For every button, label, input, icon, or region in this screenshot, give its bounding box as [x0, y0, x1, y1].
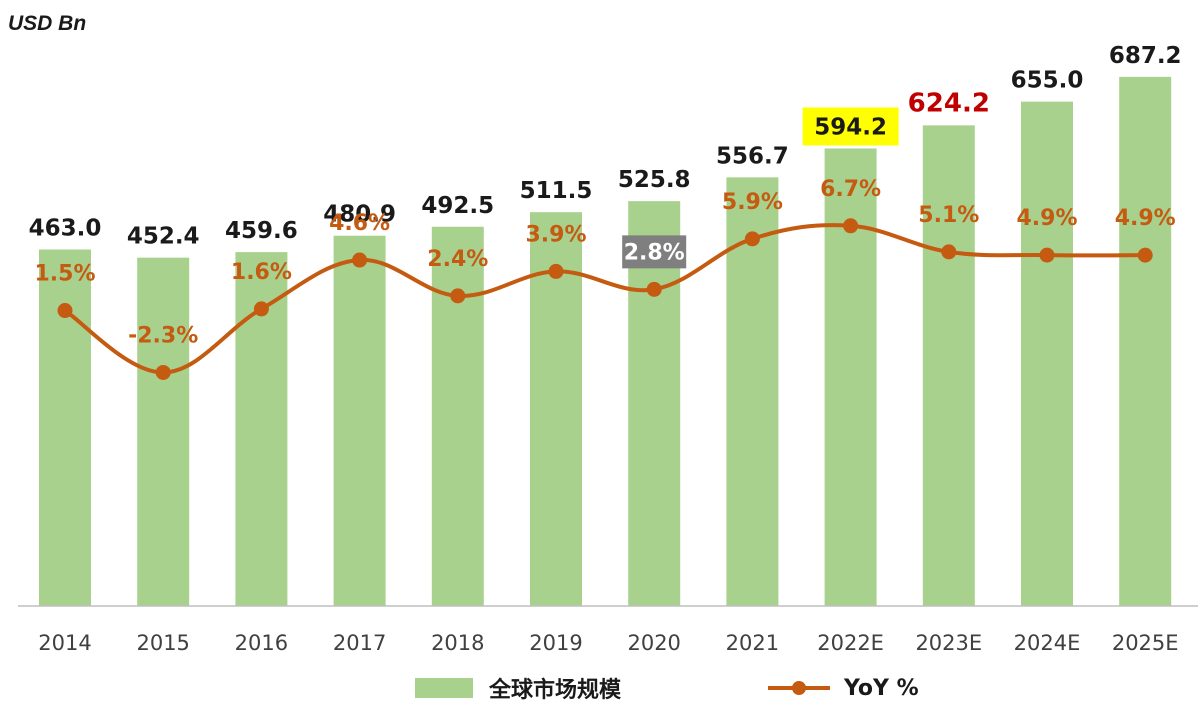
unit-label: USD Bn — [8, 12, 87, 35]
bar-value-label: 687.2 — [1109, 43, 1182, 69]
yoy-marker — [155, 364, 171, 380]
x-tick-label: 2022E — [817, 631, 884, 655]
yoy-label-highlight — [622, 235, 687, 269]
x-tick-label: 2015 — [136, 631, 189, 655]
bar — [824, 148, 877, 606]
yoy-value-label: 1.6% — [231, 260, 292, 285]
bar-label-highlight — [802, 107, 899, 146]
bar — [333, 235, 386, 606]
yoy-marker — [744, 231, 760, 247]
bar — [431, 226, 484, 606]
bar — [39, 249, 91, 607]
bar-value-label: 459.6 — [225, 218, 298, 244]
yoy-marker — [450, 288, 466, 304]
bar — [628, 201, 681, 606]
yoy-value-label: 6.7% — [820, 177, 881, 202]
yoy-marker — [253, 301, 269, 317]
yoy-value-label: 5.9% — [722, 190, 783, 215]
bar-value-label: 655.0 — [1011, 68, 1084, 94]
x-tick-label: 2016 — [235, 631, 288, 655]
x-tick-label: 2019 — [529, 631, 582, 655]
yoy-marker — [843, 218, 859, 234]
bar-value-label: 492.5 — [421, 193, 494, 219]
yoy-value-label: 4.9% — [1016, 206, 1077, 231]
legend-swatch-bar — [415, 678, 473, 698]
yoy-marker — [352, 252, 368, 268]
bar-value-label: 511.5 — [520, 178, 593, 204]
yoy-marker — [1039, 247, 1055, 263]
yoy-marker — [548, 263, 564, 279]
legend-label-bar: 全球市场规模 — [489, 678, 622, 703]
legend: 全球市场规模 YoY % — [0, 668, 1202, 708]
bar-value-label: 594.2 — [814, 114, 887, 140]
yoy-line — [63, 223, 1146, 375]
yoy-value-label: 3.9% — [525, 222, 586, 247]
x-tick-label: 2014 — [38, 631, 91, 655]
yoy-marker — [646, 281, 662, 297]
yoy-value-label: 2.4% — [427, 247, 488, 272]
x-tick-label: 2020 — [627, 631, 680, 655]
yoy-value-label: 2.8% — [624, 240, 685, 265]
yoy-value-label: 4.9% — [1115, 206, 1176, 231]
bar-value-label: 525.8 — [618, 167, 691, 193]
x-tick-label: 2023E — [915, 631, 982, 655]
bar — [137, 257, 190, 606]
yoy-marker — [57, 303, 73, 319]
yoy-value-label: 1.5% — [34, 262, 95, 287]
legend-swatch-line — [768, 678, 830, 698]
bar — [922, 125, 975, 606]
legend-label-line: YoY % — [844, 675, 919, 701]
bar-value-label: 624.2 — [908, 88, 990, 118]
bar-value-label: 463.0 — [29, 215, 102, 241]
legend-item-line: YoY % — [768, 668, 919, 708]
x-tick-label: 2018 — [431, 631, 484, 655]
bar — [1119, 76, 1172, 606]
bar — [726, 177, 779, 606]
bar — [1021, 101, 1073, 607]
bar-line-chart: 2014 2015 2016 2017 2018 2019 2020 2021 2022E 202… — [18, 43, 1198, 655]
bar-value-label: 556.7 — [716, 143, 789, 169]
yoy-marker — [941, 244, 957, 260]
bar-value-label: 480.9 — [323, 202, 396, 228]
yoy-marker — [1137, 247, 1153, 263]
x-tick-label: 2017 — [333, 631, 386, 655]
x-tick-label: 2025E — [1112, 631, 1179, 655]
yoy-value-label: 4.6% — [329, 211, 390, 236]
x-tick-label: 2024E — [1014, 631, 1081, 655]
yoy-value-label: 5.1% — [918, 203, 979, 228]
yoy-value-label: -2.3% — [128, 323, 198, 348]
legend-item-bar: 全球市场规模 — [415, 668, 621, 708]
x-tick-label: 2021 — [726, 631, 779, 655]
bar-value-label: 452.4 — [127, 224, 200, 250]
